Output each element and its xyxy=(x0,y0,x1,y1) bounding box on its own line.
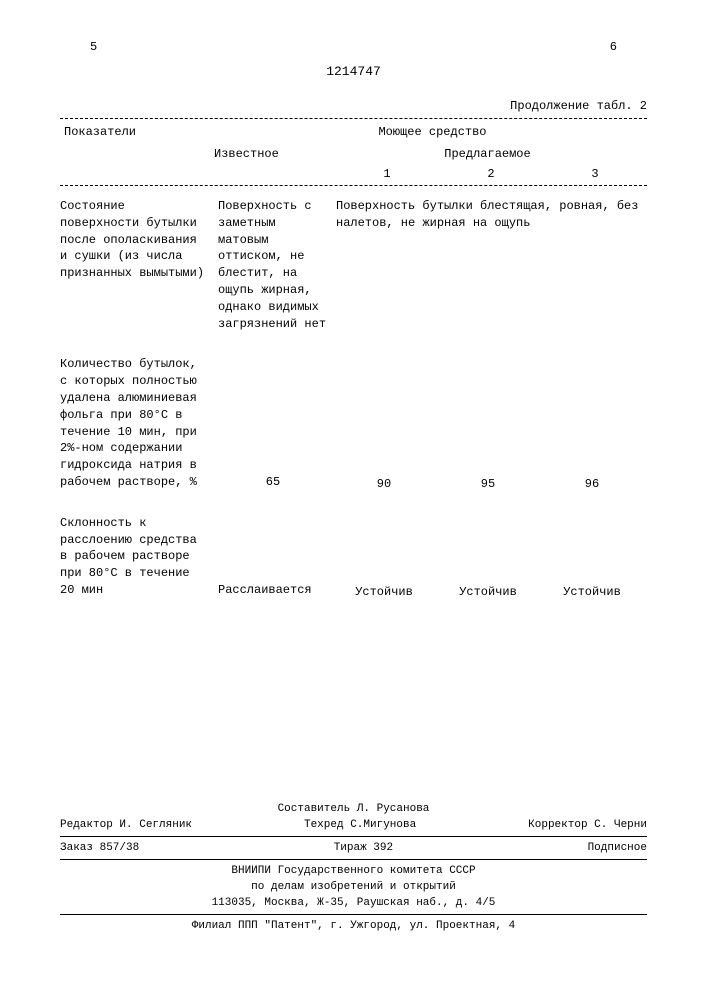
compiler: Составитель Л. Русанова xyxy=(60,801,647,817)
page-num-right: 6 xyxy=(610,40,617,54)
value-cell: 96 xyxy=(540,475,644,493)
circulation: Тираж 392 xyxy=(334,842,393,854)
value-cell: 90 xyxy=(332,475,436,493)
org-line1: ВНИИПИ Государственного комитета СССР xyxy=(60,863,647,879)
address: 113035, Москва, Ж-35, Раушская наб., д. … xyxy=(60,895,647,911)
header-proposed: Предлагаемое xyxy=(328,143,647,165)
known-cell: Расслаивается xyxy=(214,580,332,601)
proposed-merged-cell: Поверхность бутылки блестящая, ровная, б… xyxy=(332,196,647,334)
indicator-cell: Склонность к расслоению средства в рабоч… xyxy=(60,513,214,601)
value-cell: 95 xyxy=(436,475,540,493)
divider xyxy=(60,836,647,837)
known-cell: 65 xyxy=(214,472,332,493)
footer: Составитель Л. Русанова Редактор И. Сегл… xyxy=(60,801,647,934)
order: Заказ 857/38 xyxy=(60,842,139,854)
divider xyxy=(60,118,647,119)
indicator-cell: Состояние поверхности бутылки после опол… xyxy=(60,196,214,334)
table-row: Склонность к расслоению средства в рабоч… xyxy=(60,513,647,601)
techred: Техред С.Мигунова xyxy=(304,819,416,831)
table-continuation: Продолжение табл. 2 xyxy=(60,99,647,113)
editor: Редактор И. Сегляник xyxy=(60,819,192,831)
org-line2: по делам изобретений и открытий xyxy=(60,879,647,895)
page-num-left: 5 xyxy=(90,40,97,54)
value-cell: Устойчив xyxy=(332,583,436,601)
header-known: Известное xyxy=(210,143,328,165)
value-cell: Устойчив xyxy=(540,583,644,601)
header-indicators: Показатели xyxy=(60,121,218,143)
divider xyxy=(60,185,647,186)
header-col3: 3 xyxy=(543,165,647,183)
table-row: Количество бутылок, с которых полностью … xyxy=(60,354,647,492)
table-row: Состояние поверхности бутылки после опол… xyxy=(60,196,647,334)
header-detergent: Моющее средство xyxy=(218,121,647,143)
corrector: Корректор С. Черни xyxy=(528,819,647,831)
header-col1: 1 xyxy=(335,165,439,183)
value-cell: Устойчив xyxy=(436,583,540,601)
header-col2: 2 xyxy=(439,165,543,183)
known-cell: Поверхность с заметным матовым оттиском,… xyxy=(214,196,332,334)
filial: Филиал ППП "Патент", г. Ужгород, ул. Про… xyxy=(60,918,647,934)
indicator-cell: Количество бутылок, с которых полностью … xyxy=(60,354,214,492)
divider xyxy=(60,914,647,915)
divider xyxy=(60,859,647,860)
subscription: Подписное xyxy=(588,842,647,854)
document-number: 1214747 xyxy=(60,64,647,79)
table-header: Показатели Моющее средство Известное Пре… xyxy=(60,121,647,183)
